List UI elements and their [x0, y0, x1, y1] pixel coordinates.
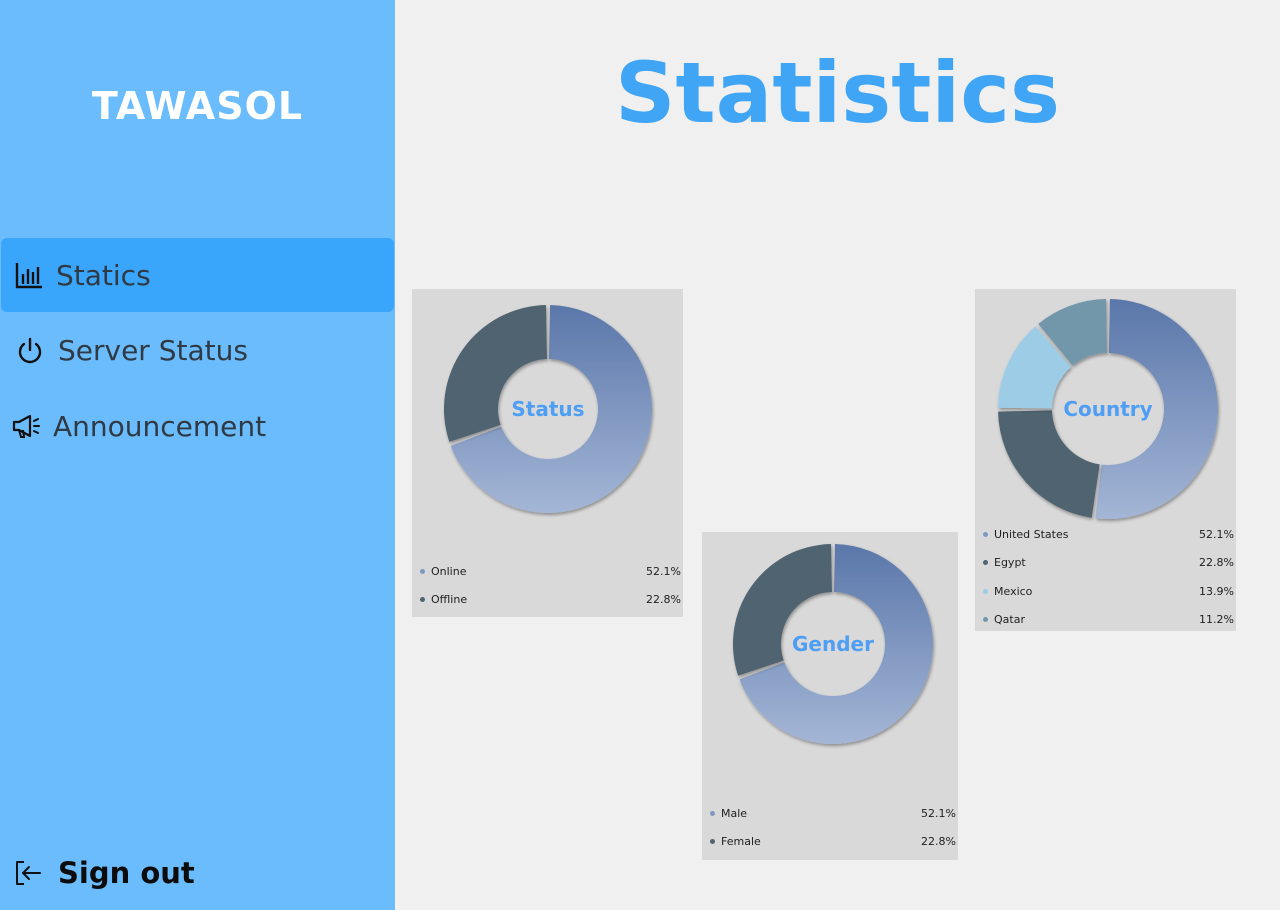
- legend-value: 52.1%: [921, 806, 956, 820]
- country-chart-card: Country United States 52.1% Egypt 22.8% …: [975, 289, 1236, 631]
- legend-label: Mexico: [994, 584, 1033, 598]
- legend-item: Offline 22.8%: [412, 589, 683, 609]
- pie-slice-offline: [444, 305, 548, 442]
- legend-dot: [420, 596, 425, 602]
- pie-slice-female: [733, 544, 832, 676]
- legend-label: United States: [994, 527, 1069, 541]
- legend-item: Male 52.1%: [702, 803, 958, 823]
- legend-item: Mexico 13.9%: [975, 581, 1236, 601]
- pie-slice-united-states: [1095, 299, 1218, 519]
- legend-dot: [983, 588, 988, 594]
- legend-dot: [983, 531, 988, 537]
- legend-item: Female 22.8%: [702, 831, 958, 851]
- donut-center-label: Country: [1063, 397, 1152, 421]
- legend-item: Qatar 11.2%: [975, 609, 1236, 629]
- sidebar-item-server-status[interactable]: Server Status: [1, 313, 394, 387]
- legend-label: Online: [431, 564, 467, 578]
- pie-slice-male: [739, 544, 933, 744]
- legend-value: 13.9%: [1199, 584, 1234, 598]
- bar-chart-icon: [15, 263, 42, 289]
- sign-out-button[interactable]: Sign out: [12, 848, 195, 898]
- legend-item: Online 52.1%: [412, 561, 683, 581]
- legend-value: 52.1%: [1199, 527, 1234, 541]
- sidebar: TAWASOL Statics Server Status Announceme…: [0, 0, 395, 910]
- legend-label: Female: [721, 834, 761, 848]
- donut-center-label: Status: [511, 397, 584, 421]
- pie-slice-online: [450, 305, 652, 513]
- pie-slice-egypt: [998, 410, 1100, 518]
- legend-dot: [983, 559, 988, 565]
- power-icon: [18, 337, 42, 364]
- legend-item: United States 52.1%: [975, 524, 1236, 544]
- status-donut-chart: Status: [444, 305, 652, 513]
- sidebar-item-label: Announcement: [53, 409, 267, 443]
- legend-label: Egypt: [994, 555, 1026, 569]
- legend-dot: [710, 838, 715, 844]
- sidebar-item-statics[interactable]: Statics: [1, 238, 394, 312]
- legend-value: 52.1%: [646, 564, 681, 578]
- country-donut-chart: Country: [998, 299, 1218, 519]
- legend-label: Offline: [431, 592, 468, 606]
- pie-slice-mexico: [998, 326, 1072, 409]
- legend-item: Egypt 22.8%: [975, 552, 1236, 572]
- sidebar-item-label: Statics: [56, 258, 151, 292]
- sidebar-item-announcement[interactable]: Announcement: [1, 389, 394, 463]
- donut-center-label: Gender: [792, 632, 874, 656]
- legend-value: 11.2%: [1199, 612, 1234, 626]
- gender-donut-chart: Gender: [733, 544, 933, 744]
- sidebar-item-label: Server Status: [58, 333, 248, 367]
- legend-dot: [983, 616, 988, 622]
- sign-out-label: Sign out: [58, 856, 195, 890]
- pie-slice-qatar: [1038, 299, 1108, 366]
- gender-chart-card: Gender Male 52.1% Female 22.8%: [702, 532, 958, 860]
- page-title: Statistics: [614, 44, 1061, 142]
- legend-value: 22.8%: [1199, 555, 1234, 569]
- legend-value: 22.8%: [921, 834, 956, 848]
- megaphone-icon: [12, 414, 40, 438]
- sign-out-icon: [16, 861, 41, 885]
- legend-label: Qatar: [994, 612, 1025, 626]
- app-logo: TAWASOL: [91, 84, 304, 128]
- legend-value: 22.8%: [646, 592, 681, 606]
- legend-dot: [420, 568, 425, 574]
- status-chart-card: Status Online 52.1% Offline 22.8%: [412, 289, 683, 617]
- legend-dot: [710, 810, 715, 816]
- legend-label: Male: [721, 806, 748, 820]
